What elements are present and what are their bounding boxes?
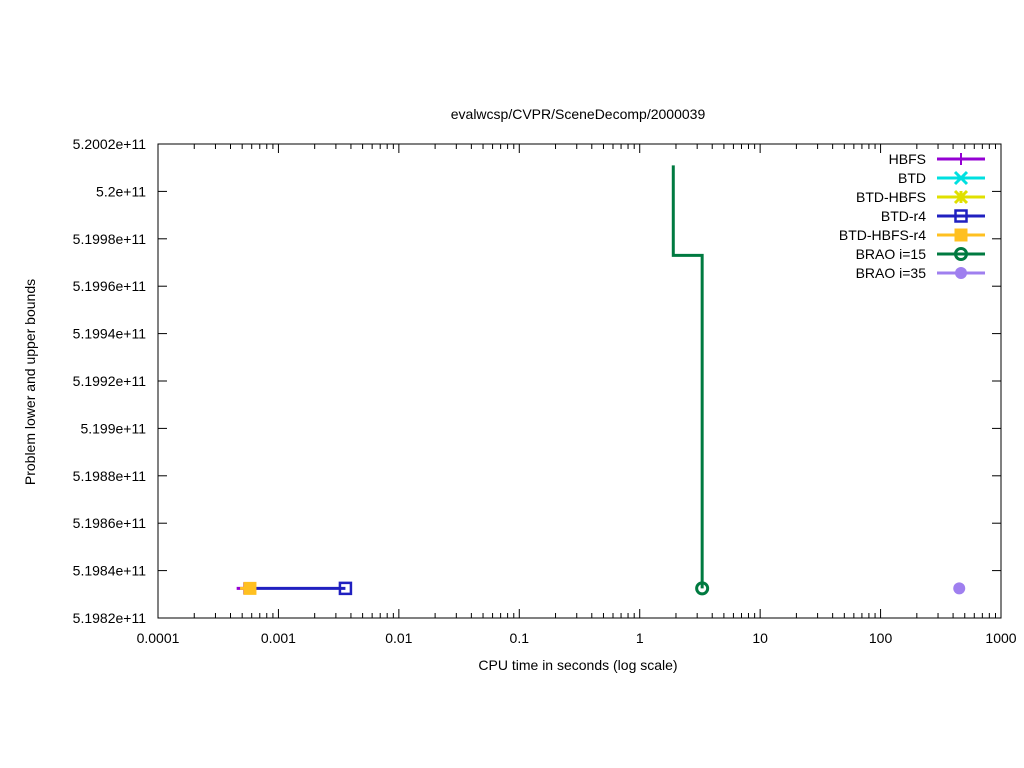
x-tick-label: 0.01: [385, 630, 412, 646]
legend-label: BTD-HBFS: [856, 189, 926, 205]
series-point-btd-hbfs-r4: [243, 581, 257, 595]
y-tick-label: 5.1994e+11: [73, 326, 147, 342]
legend-entry-btd-hbfs: BTD-HBFS: [856, 189, 985, 205]
x-tick-label: 1: [636, 630, 644, 646]
legend-label: BRAO i=35: [856, 265, 927, 281]
series-brao-i-15: [671, 165, 710, 596]
y-tick-label: 5.1998e+11: [73, 231, 147, 247]
legend-marker: [955, 267, 967, 279]
legend-marker: [953, 170, 969, 186]
x-axis-label: CPU time in seconds (log scale): [478, 657, 677, 673]
plot-frame: [157, 143, 1002, 619]
series-line-brao-i-15: [671, 165, 704, 589]
legend-entry-btd-r4: BTD-r4: [881, 208, 985, 224]
legend-entry-hbfs: HBFS: [889, 151, 985, 167]
series-point-btd-r4: [338, 581, 353, 596]
x-tick-label: 100: [869, 630, 893, 646]
legend-entry-btd: BTD: [898, 170, 985, 186]
series-point-brao-i-35: [953, 582, 966, 595]
y-tick-label: 5.2e+11: [96, 183, 146, 199]
y-tick-label: 5.199e+11: [80, 420, 146, 436]
legend-marker: [954, 209, 968, 223]
x-tick-label: 10: [752, 630, 768, 646]
legend-marker: [954, 228, 968, 242]
y-tick-label: 5.1996e+11: [73, 278, 147, 294]
y-axis: 5.1982e+11 5.1984e+11 5.1986e+11 5.1988e+11…: [73, 136, 1001, 626]
series-layer: [236, 165, 966, 596]
plot-border: [157, 143, 1002, 619]
legend-entry-brao-i-15: BRAO i=15: [856, 246, 985, 262]
y-tick-label: 5.1982e+11: [73, 610, 147, 626]
y-tick-label: 5.1988e+11: [73, 468, 147, 484]
legend-label: BRAO i=15: [856, 246, 927, 262]
legend-marker: [955, 153, 967, 165]
legend-label: BTD-r4: [881, 208, 926, 224]
legend-marker: [953, 189, 969, 205]
y-axis-label: Problem lower and upper bounds: [22, 279, 38, 485]
series-brao-i-35: [953, 582, 966, 595]
x-axis: 0.0001 0.001 0.01 0.1 1 10 100 1000: [137, 144, 1017, 646]
x-tick-label: 0.1: [510, 630, 530, 646]
y-tick-label: 5.1986e+11: [73, 515, 147, 531]
y-tick-label: 5.1984e+11: [73, 563, 147, 579]
chart-title: evalwcsp/CVPR/SceneDecomp/2000039: [451, 106, 706, 122]
y-tick-label: 5.1992e+11: [73, 373, 147, 389]
legend-label: BTD-HBFS-r4: [839, 227, 926, 243]
legend-entry-btd-hbfs-r4: BTD-HBFS-r4: [839, 227, 985, 243]
x-tick-label: 0.0001: [137, 630, 180, 646]
series-btd-hbfs-r4: [240, 581, 257, 595]
legend-marker: [954, 247, 968, 261]
y-tick-label: 5.2002e+11: [73, 136, 147, 152]
legend-label: BTD: [898, 170, 926, 186]
series-btd-r4: [244, 581, 353, 596]
x-tick-label: 0.001: [261, 630, 296, 646]
legend: HBFS BTD BTD-HBFS BTD-r4 BTD-HBFS-r4 BRAO i=1…: [839, 151, 985, 281]
legend-entry-brao-i-35: BRAO i=35: [856, 265, 985, 281]
legend-label: HBFS: [889, 151, 926, 167]
series-point-brao-i-15: [695, 581, 710, 596]
x-tick-label: 1000: [985, 630, 1016, 646]
